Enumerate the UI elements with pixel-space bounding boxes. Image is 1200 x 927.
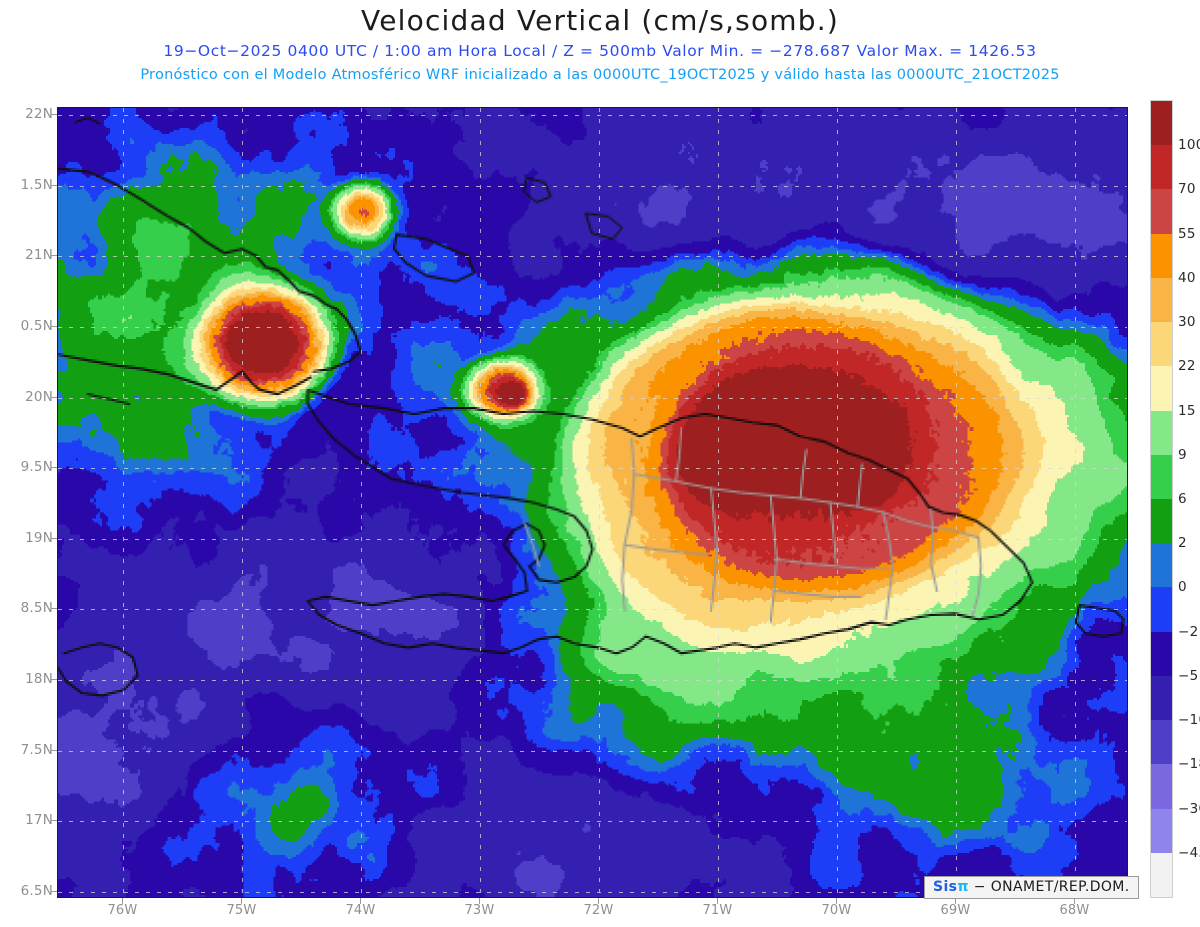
- colorbar-tick-label: 2: [1178, 535, 1187, 552]
- map-plot-area[interactable]: [57, 107, 1128, 898]
- watermark-pi-icon: π: [957, 879, 969, 895]
- forecast-info-line: 19−Oct−2025 0400 UTC / 1:00 am Hora Loca…: [163, 42, 1037, 60]
- colorbar-tick-label: 70: [1178, 181, 1196, 198]
- colorbar-tick-label: 100: [1178, 137, 1200, 154]
- longitude-tick-mark: [836, 898, 838, 904]
- colorbar-tick-label: 40: [1178, 269, 1196, 286]
- colorbar-tick-label: 55: [1178, 225, 1196, 242]
- latitude-tick-label: 21N: [25, 247, 53, 264]
- longitude-tick-label: 73W: [464, 903, 495, 918]
- latitude-tick-label: 18N: [25, 671, 53, 688]
- longitude-tick-label: 68W: [1059, 903, 1090, 918]
- longitude-tick-mark: [122, 898, 124, 904]
- longitude-tick-label: 71W: [702, 903, 733, 918]
- colorbar-tick-label: 6: [1178, 491, 1187, 507]
- colorbar-tick-label: −30: [1178, 800, 1200, 817]
- colorbar-tick-label: 15: [1178, 402, 1196, 419]
- longitude-tick-label: 70W: [821, 903, 852, 918]
- latitude-tick-mark: [51, 749, 57, 751]
- latitude-tick-mark: [51, 396, 57, 398]
- longitude-tick-label: 69W: [940, 903, 971, 918]
- colorbar-tick-label: −5: [1178, 667, 1199, 684]
- longitude-tick-mark: [955, 898, 957, 904]
- colorbar[interactable]: [1150, 100, 1173, 898]
- colorbar-tick-label: −45: [1178, 844, 1200, 861]
- longitude-tick-mark: [479, 898, 481, 904]
- colorbar-band: [1151, 277, 1172, 323]
- longitude-tick-mark: [1074, 898, 1076, 904]
- colorbar-tick-label: −2: [1178, 623, 1199, 640]
- colorbar-band: [1151, 145, 1172, 190]
- colorbar-band: [1151, 233, 1172, 278]
- colorbar-tick-label: 0: [1178, 579, 1187, 596]
- latitude-tick-mark: [51, 114, 57, 116]
- colorbar-tick-label: 22: [1178, 358, 1196, 375]
- latitude-tick-mark: [51, 537, 57, 539]
- watermark-agency-text: − ONAMET/REP.DOM.: [973, 879, 1130, 895]
- longitude-tick-label: 72W: [583, 903, 614, 918]
- colorbar-band: [1151, 498, 1172, 544]
- colorbar-band: [1151, 454, 1172, 499]
- colorbar-band: [1151, 322, 1172, 367]
- latitude-tick-mark: [51, 820, 57, 822]
- latitude-tick-label: 20N: [25, 388, 53, 405]
- colorbar-band: [1151, 366, 1172, 411]
- colorbar-tick-label: −18: [1178, 756, 1200, 773]
- latitude-tick-label: 8.5N: [20, 600, 53, 617]
- latitude-tick-label: 9.5N: [20, 459, 53, 476]
- colorbar-band: [1151, 543, 1172, 588]
- colorbar-band: [1151, 808, 1172, 853]
- latitude-tick-label: 19N: [25, 529, 53, 546]
- colorbar-band: [1151, 764, 1172, 809]
- colorbar-band: [1151, 852, 1172, 897]
- latitude-tick-label: 22N: [25, 106, 53, 123]
- colorbar-band: [1151, 675, 1172, 721]
- longitude-tick-mark: [360, 898, 362, 904]
- longitude-tick-mark: [598, 898, 600, 904]
- colorbar-band: [1151, 587, 1172, 632]
- longitude-tick-mark: [717, 898, 719, 904]
- latitude-tick-mark: [51, 255, 57, 257]
- colorbar-band: [1151, 410, 1172, 455]
- latitude-tick-mark: [51, 890, 57, 892]
- latitude-tick-label: 17N: [25, 812, 53, 829]
- model-info-line: Pronóstico con el Modelo Atmosférico WRF…: [140, 67, 1060, 83]
- watermark-badge: Sisπ − ONAMET/REP.DOM.: [924, 876, 1139, 899]
- latitude-tick-label: 0.5N: [20, 317, 53, 334]
- colorbar-tick-label: −10: [1178, 712, 1200, 729]
- longitude-tick-label: 76W: [107, 903, 138, 918]
- colorbar-band: [1151, 720, 1172, 765]
- page-title: Velocidad Vertical (cm/s,somb.): [361, 4, 839, 37]
- longitude-tick-label: 75W: [226, 903, 257, 918]
- latitude-tick-mark: [51, 467, 57, 469]
- vertical-velocity-field: [58, 108, 1127, 897]
- latitude-tick-mark: [51, 679, 57, 681]
- latitude-tick-label: 1.5N: [20, 176, 53, 193]
- colorbar-band: [1151, 101, 1172, 146]
- watermark-sis-text: Sis: [933, 879, 958, 895]
- longitude-tick-mark: [241, 898, 243, 904]
- colorbar-tick-label: 9: [1178, 446, 1187, 463]
- colorbar-band: [1151, 631, 1172, 676]
- longitude-tick-label: 74W: [345, 903, 376, 918]
- colorbar-tick-label: 30: [1178, 314, 1196, 331]
- latitude-tick-label: 7.5N: [20, 741, 53, 758]
- colorbar-band: [1151, 189, 1172, 234]
- latitude-tick-mark: [51, 184, 57, 186]
- latitude-tick-mark: [51, 608, 57, 610]
- latitude-tick-mark: [51, 325, 57, 327]
- latitude-tick-label: 6.5N: [20, 882, 53, 899]
